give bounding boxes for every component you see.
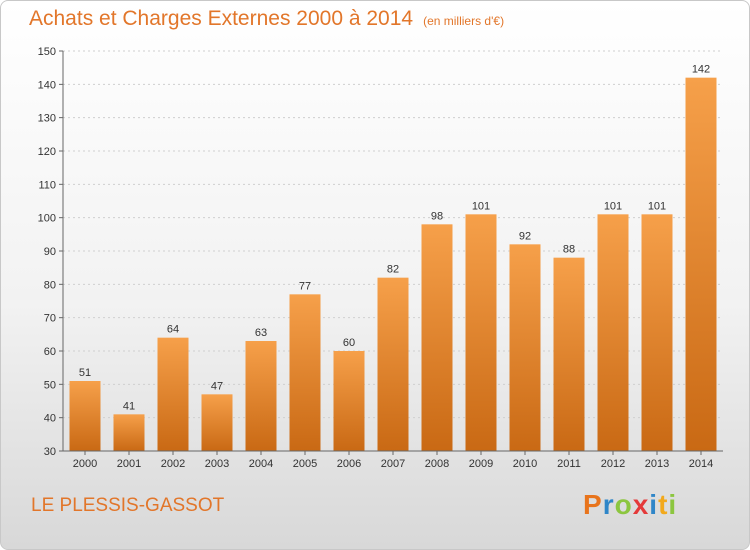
- logo-letter: P: [583, 489, 603, 520]
- data-label: 51: [79, 367, 91, 379]
- bar: [465, 214, 497, 451]
- x-tick-label: 2012: [601, 458, 625, 470]
- data-label: 142: [692, 64, 710, 76]
- data-label: 60: [343, 337, 355, 349]
- x-tick-label: 2003: [205, 458, 229, 470]
- x-tick-label: 2009: [469, 458, 493, 470]
- logo-letter: t: [658, 489, 669, 520]
- y-tick-label: 110: [38, 179, 56, 191]
- logo-letter: x: [632, 489, 650, 520]
- x-tick-label: 2001: [117, 458, 141, 470]
- y-tick-label: 100: [38, 213, 56, 225]
- data-label: 77: [299, 280, 311, 292]
- y-tick-label: 30: [44, 446, 56, 458]
- bar: [333, 351, 365, 451]
- bar: [289, 294, 321, 451]
- data-label: 98: [431, 210, 443, 222]
- y-tick-label: 70: [44, 313, 56, 325]
- bar: [597, 214, 629, 451]
- data-label: 92: [519, 230, 531, 242]
- bar: [377, 277, 409, 451]
- data-label: 101: [604, 200, 622, 212]
- logo-letter: o: [614, 489, 633, 520]
- y-tick-label: 60: [44, 346, 56, 358]
- bar: [685, 77, 717, 452]
- bar: [69, 381, 101, 451]
- bar: [245, 341, 277, 451]
- data-label: 82: [387, 264, 399, 276]
- data-label: 47: [211, 380, 223, 392]
- x-tick-label: 2011: [557, 458, 581, 470]
- logo-letter: r: [602, 489, 615, 520]
- axes: 30 40 50 60 70 80 90 100 110 120 130 140 150 2000 2001…: [38, 46, 723, 470]
- data-label: 101: [648, 200, 666, 212]
- bar: [201, 394, 233, 451]
- data-label: 64: [167, 324, 179, 336]
- town-name: LE PLESSIS-GASSOT: [31, 495, 225, 516]
- y-tick-label: 150: [38, 46, 56, 58]
- bar: [421, 224, 453, 451]
- data-label: 41: [123, 400, 135, 412]
- x-tick-label: 2006: [337, 458, 361, 470]
- y-tick-label: 40: [44, 413, 56, 425]
- data-label: 63: [255, 327, 267, 339]
- chart-title: Achats et Charges Externes 2000 à 2014 (e…: [29, 7, 505, 30]
- y-tick-label: 140: [38, 79, 56, 91]
- x-tick-label: 2007: [381, 458, 405, 470]
- y-tick-label: 80: [44, 279, 56, 291]
- chart-subtitle: (en milliers d'€): [423, 14, 505, 28]
- y-tick-label: 90: [44, 246, 56, 258]
- x-tick-label: 2013: [645, 458, 669, 470]
- bar: [641, 214, 673, 451]
- bars: 51 41 64 47 63 77 60 82 98 101 92 88 101 101 142: [69, 64, 717, 452]
- x-tick-label: 2002: [161, 458, 185, 470]
- x-tick-label: 2005: [293, 458, 317, 470]
- x-tick-label: 2014: [689, 458, 713, 470]
- x-tick-label: 2008: [425, 458, 449, 470]
- proxiti-logo[interactable]: Proxiti: [583, 489, 677, 521]
- x-tick-label: 2010: [513, 458, 537, 470]
- data-label: 101: [472, 200, 490, 212]
- bar: [113, 414, 145, 451]
- bar: [157, 337, 189, 451]
- data-label: 88: [563, 244, 575, 256]
- bar: [553, 257, 585, 451]
- x-tick-label: 2000: [73, 458, 97, 470]
- y-tick-label: 120: [38, 146, 56, 158]
- y-tick-label: 50: [44, 379, 56, 391]
- bar: [509, 244, 541, 451]
- logo-letter: i: [668, 489, 678, 520]
- x-tick-label: 2004: [249, 458, 273, 470]
- logo-letter: i: [649, 489, 659, 520]
- y-tick-label: 130: [38, 113, 56, 125]
